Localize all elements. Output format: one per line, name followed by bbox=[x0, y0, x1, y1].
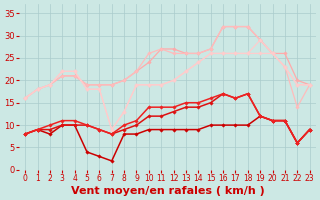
X-axis label: Vent moyen/en rafales ( km/h ): Vent moyen/en rafales ( km/h ) bbox=[70, 186, 264, 196]
